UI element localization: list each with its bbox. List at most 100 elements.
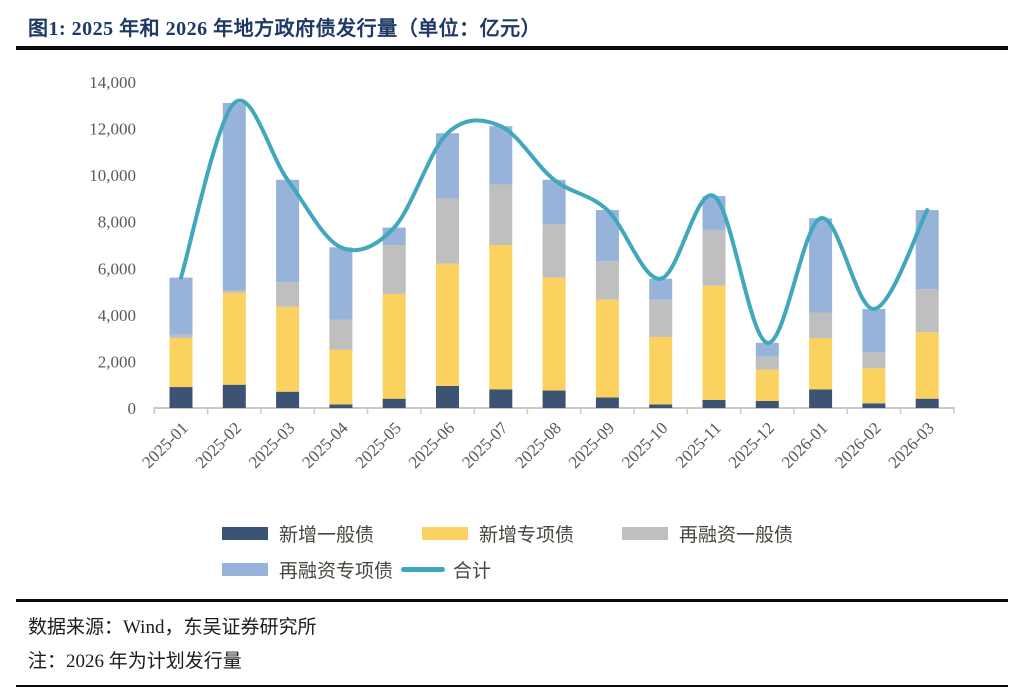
bar-segment (436, 198, 459, 264)
bar-segment (862, 368, 886, 404)
x-tick-label: 2026-01 (778, 418, 832, 472)
bar-segment (169, 338, 193, 388)
figure-note: 注：2026 年为计划发行量 (28, 651, 242, 672)
y-tick-label: 6,000 (98, 259, 136, 278)
x-tick-label: 2025-03 (245, 418, 299, 472)
y-tick-label: 2,000 (98, 352, 136, 371)
bar-segment (329, 404, 353, 408)
bar-segment (276, 391, 300, 408)
bar-segment (222, 102, 246, 291)
bar-segment (436, 263, 459, 386)
bar-segment (436, 133, 459, 199)
x-tick-label: 2025-09 (565, 418, 619, 472)
title-divider (16, 46, 1008, 50)
bar-segment (276, 282, 300, 307)
bar-segment (862, 403, 886, 408)
legend-row-2: 再融资专项债 合计 (222, 556, 793, 583)
legend-row-1: 新增一般债 新增专项债 再融资一般债 (222, 520, 793, 547)
bar-segment (489, 245, 513, 390)
bar-segment (702, 285, 726, 400)
x-tick-label: 2025-07 (458, 418, 512, 472)
bar-segment (915, 210, 939, 290)
x-tick-label: 2026-02 (831, 418, 885, 472)
bar-segment (169, 334, 193, 339)
bar-segment (382, 398, 406, 408)
bar-segment (649, 336, 673, 405)
legend-item-refinancing-special-bond: 再融资专项债 (222, 556, 393, 583)
legend-label-total: 合计 (453, 561, 492, 582)
bar-segment (276, 179, 300, 283)
x-tick-label: 2025-12 (725, 418, 779, 472)
y-tick-label: 10,000 (89, 166, 136, 185)
bar-segment (595, 397, 619, 408)
bar-segment (542, 179, 566, 225)
bar-segment (489, 389, 513, 408)
figure-title: 图1: 2025 年和 2026 年地方政府债发行量（单位：亿元） (28, 18, 542, 40)
legend-label-refinancing-special-bond: 再融资专项债 (279, 561, 394, 582)
bar-segment (276, 306, 300, 392)
bar-segment (755, 369, 779, 402)
y-tick-label: 0 (128, 399, 137, 418)
bar-segment (915, 398, 939, 408)
bar-segment (542, 224, 566, 278)
footer-divider (16, 599, 1008, 602)
bar-segment (542, 277, 566, 391)
bar-segment (809, 338, 833, 390)
bar-segment (649, 299, 673, 337)
legend-swatch-refinancing-general-bond (622, 527, 669, 540)
chart-legend: 新增一般债 新增专项债 再融资一般债 再融资专项债 合计 (222, 520, 793, 583)
bar-segment (382, 245, 406, 294)
bar-segment (489, 126, 513, 185)
bar-segment (755, 342, 779, 357)
bar-segment (702, 399, 726, 408)
x-tick-label: 2025-06 (405, 418, 459, 472)
x-tick-label: 2026-03 (885, 418, 939, 472)
x-tick-label: 2025-02 (192, 418, 246, 472)
bar-segment (862, 309, 886, 353)
bar-segment (595, 299, 619, 398)
legend-label-new-special-bond: 新增专项债 (479, 525, 575, 546)
bar-segment (809, 389, 833, 408)
bar-segment (809, 218, 833, 313)
bar-segment (436, 385, 459, 408)
legend-item-refinancing-general-bond: 再融资一般债 (622, 520, 793, 547)
legend-item-new-special-bond: 新增专项债 (422, 520, 574, 547)
x-tick-label: 2025-10 (618, 418, 672, 472)
bar-segment (649, 404, 673, 408)
bond-issuance-chart: 0 2,000 4,000 6,000 8,000 10,000 12,000 14,000 2… (89, 73, 955, 472)
bar-segment (755, 401, 779, 408)
bar-segment (755, 356, 779, 370)
bar-segment (329, 349, 353, 405)
total-line (179, 98, 930, 345)
x-tick-label: 2025-04 (298, 418, 352, 472)
bar-segment (489, 184, 513, 245)
bar-segment (329, 319, 353, 350)
bar-segment (702, 229, 726, 286)
y-tick-label: 4,000 (98, 306, 136, 325)
bar-segment (649, 278, 673, 300)
bar-segment (169, 387, 193, 408)
bar-segment (915, 289, 939, 333)
bar-segment (222, 292, 246, 385)
legend-item-new-general-bond: 新增一般债 (222, 520, 374, 547)
bottom-divider (16, 685, 1008, 687)
bar-segment (595, 261, 619, 300)
bar-segment (222, 384, 246, 408)
x-tick-label: 2025-11 (672, 418, 725, 471)
legend-label-new-general-bond: 新增一般债 (279, 525, 375, 546)
bar-segment (542, 390, 566, 408)
y-tick-label: 8,000 (98, 213, 136, 232)
x-tick-label: 2025-08 (511, 418, 565, 472)
legend-swatch-new-special-bond (422, 527, 469, 540)
y-tick-label: 14,000 (89, 73, 136, 92)
bar-segment (809, 312, 833, 339)
bar-segment (169, 277, 193, 335)
x-tick-label: 2025-01 (138, 418, 192, 472)
legend-swatch-refinancing-special-bond (222, 563, 268, 576)
bar-segment (222, 290, 246, 293)
legend-swatch-new-general-bond (222, 527, 268, 540)
bar-segment (382, 293, 406, 399)
bar-segment (862, 352, 886, 369)
data-source-note: 数据来源：Wind，东吴证券研究所 (28, 617, 317, 638)
